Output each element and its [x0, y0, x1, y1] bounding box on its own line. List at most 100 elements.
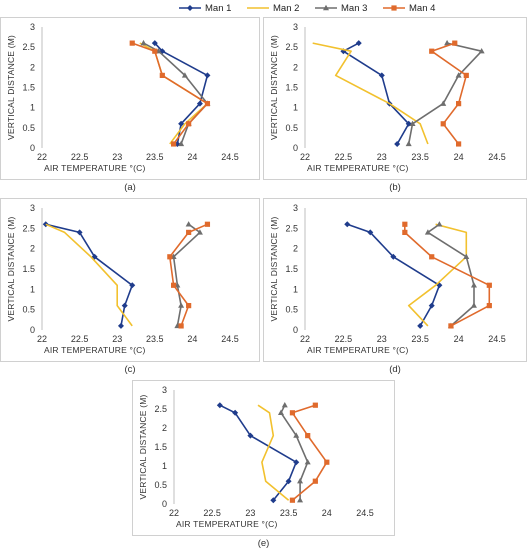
x-tick-label: 24: [454, 152, 464, 162]
x-tick-label: 22.5: [335, 334, 353, 344]
data-point: [394, 140, 401, 147]
data-point: [436, 221, 443, 227]
data-point: [486, 282, 492, 288]
y-tick-label: 3: [30, 22, 35, 32]
data-point: [178, 302, 185, 308]
x-tick-label: 24: [187, 152, 197, 162]
y-tick-label: 1: [162, 461, 167, 471]
legend-swatch: [179, 5, 201, 11]
x-tick-label: 22.5: [335, 152, 353, 162]
data-point: [355, 40, 362, 47]
series-line-man-2: [139, 42, 209, 145]
series-line-man-1: [342, 42, 410, 145]
y-axis-label: VERTICAL DISTANCE (M): [6, 216, 16, 321]
data-point: [277, 409, 284, 415]
x-tick-label: 22: [37, 152, 47, 162]
data-point: [167, 254, 173, 260]
y-tick-label: 1.5: [154, 442, 167, 452]
data-point: [204, 101, 211, 107]
data-point: [185, 221, 192, 227]
legend-swatch: [247, 7, 269, 9]
series-line-man-2: [45, 223, 133, 327]
data-point: [436, 282, 443, 289]
x-tick-label: 23: [377, 334, 387, 344]
data-point: [152, 48, 158, 54]
data-point: [470, 302, 477, 308]
x-tick-label: 23: [112, 152, 122, 162]
data-point: [324, 459, 330, 465]
data-point: [304, 459, 311, 465]
x-tick-label: 23.5: [280, 508, 298, 518]
x-axis-label: AIR TEMPERATURE °(C): [307, 163, 409, 173]
data-point: [117, 322, 124, 329]
y-tick-label: 0.5: [285, 123, 298, 133]
data-point: [455, 72, 462, 78]
y-tick-label: 0: [30, 325, 35, 335]
series-line-man-4: [131, 42, 209, 145]
data-point: [121, 302, 128, 309]
data-point: [448, 323, 454, 329]
panel-c: 0 0.5 1 1.5 2 2.5 3 22 22.5 23 23.5 24 24.5 AIR TEMPE…: [0, 198, 260, 376]
data-point: [405, 140, 412, 147]
data-point: [204, 221, 211, 227]
data-point: [424, 229, 431, 235]
data-point: [344, 221, 351, 228]
data-point: [478, 48, 485, 54]
data-point: [440, 121, 446, 127]
series-line-man-2: [257, 404, 290, 501]
data-point: [305, 433, 311, 439]
data-point: [204, 72, 211, 79]
data-point: [140, 39, 147, 46]
y-tick-label: 2.5: [285, 223, 298, 233]
series-line-man-1: [45, 223, 133, 327]
panel-b: 0 0.5 1 1.5 2 2.5 3 22 22.5 23 23.5 24 24.5 AIR TEMPE…: [263, 17, 527, 194]
x-tick-label: 24.5: [488, 152, 506, 162]
data-point: [178, 323, 184, 329]
y-tick-label: 1.5: [22, 83, 35, 93]
data-point: [452, 40, 458, 46]
data-point: [289, 497, 296, 503]
data-point: [378, 72, 385, 79]
y-tick-label: 0: [162, 499, 167, 509]
y-tick-label: 2.5: [285, 42, 298, 52]
y-axis-label: VERTICAL DISTANCE (M): [269, 35, 279, 140]
data-point: [409, 120, 416, 126]
data-point: [402, 229, 408, 235]
series-line-man-3: [427, 223, 475, 327]
panel-frame: [263, 198, 527, 362]
x-tick-label: 24.5: [221, 334, 239, 344]
data-point: [456, 101, 462, 107]
y-tick-label: 1: [30, 284, 35, 294]
y-tick-label: 1.5: [285, 83, 298, 93]
y-tick-label: 1.5: [285, 264, 298, 274]
data-point: [151, 40, 158, 47]
y-tick-label: 1: [293, 103, 298, 113]
x-tick-label: 24.5: [221, 152, 239, 162]
data-point: [171, 282, 177, 288]
data-point: [178, 120, 185, 127]
panel-caption: (a): [124, 182, 136, 193]
panel-caption: (d): [389, 364, 401, 375]
y-tick-label: 0: [30, 143, 35, 153]
x-tick-label: 24.5: [356, 508, 374, 518]
legend-label: Man 4: [409, 3, 436, 14]
data-point: [178, 140, 185, 147]
data-point: [486, 303, 492, 309]
data-point: [42, 221, 49, 228]
data-point: [463, 253, 470, 259]
panel-d: 0 0.5 1 1.5 2 2.5 3 22 22.5 23 23.5 24 24.5 AIR TEMPE…: [263, 198, 527, 376]
y-tick-label: 2: [162, 423, 167, 433]
x-tick-label: 22: [300, 334, 310, 344]
panel-a: 0 0.5 1 1.5 2 2.5 3 22 22.5 23 23.5 24 24.5 AIR TEMPE…: [0, 17, 260, 194]
y-axis-label: VERTICAL DISTANCE (M): [269, 216, 279, 321]
x-axis-label: AIR TEMPERATURE °(C): [44, 345, 146, 355]
y-tick-label: 3: [162, 385, 167, 395]
series-line-man-2: [312, 42, 429, 145]
panel-frame: [0, 198, 260, 362]
y-tick-label: 2: [30, 244, 35, 254]
data-point: [196, 100, 203, 107]
data-point: [281, 402, 288, 408]
